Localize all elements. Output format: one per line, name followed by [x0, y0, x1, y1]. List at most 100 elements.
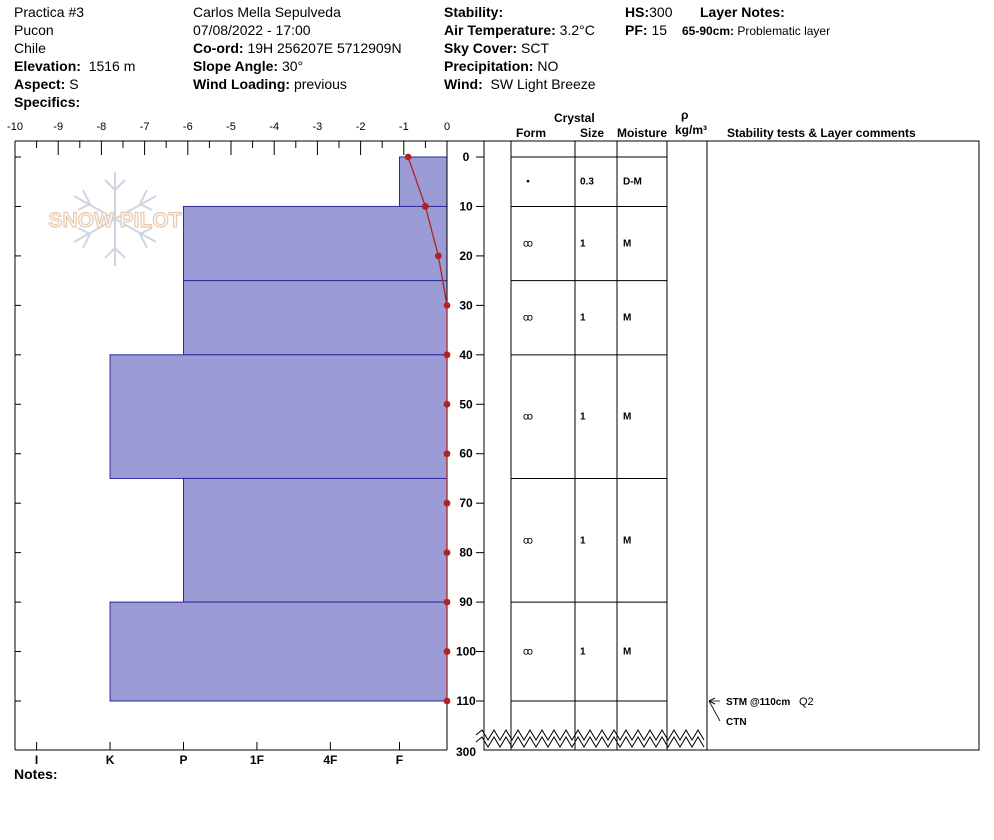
temperature-point-2 — [434, 252, 442, 260]
temperature-point-8 — [443, 549, 451, 557]
break-zigzag-upper — [475, 729, 705, 741]
elevation: Elevation: 1516 m — [14, 58, 135, 75]
coord-value: 19H 256207E 5712909N — [247, 40, 402, 56]
hardness-layer-1 — [182, 205, 448, 282]
grain-size-0: 0.3 — [580, 177, 594, 188]
table-frame — [483, 140, 980, 751]
stability-test-0: STM @110cm — [726, 697, 790, 708]
hardness-label-P: P — [179, 753, 187, 767]
notes-label: Notes: — [14, 766, 58, 782]
pf-value: 15 — [651, 22, 668, 38]
moisture-0: D-M — [623, 177, 642, 188]
depth-tick-label: 10 — [459, 199, 473, 213]
depth-tick-label: 30 — [459, 298, 473, 312]
depth-tick-label: 70 — [459, 496, 473, 510]
wind-label: Wind: — [444, 76, 483, 92]
depth-tick-label: 50 — [459, 397, 473, 411]
aspect-value: S — [69, 76, 79, 92]
hardness-label-4F: 4F — [323, 753, 337, 767]
layer-notes-label: Layer Notes: — [700, 4, 785, 20]
hardness-layer-4 — [182, 477, 448, 603]
temp-tick-label: -3 — [313, 121, 323, 133]
temperature-point-4 — [443, 351, 451, 359]
temperature-profile — [404, 153, 451, 705]
form-header: Form — [516, 126, 546, 140]
stability-label: Stability: — [444, 4, 504, 20]
aspect: Aspect: S — [14, 76, 79, 93]
moisture-3: M — [623, 412, 631, 423]
density-unit-header: kg/m³ — [675, 123, 708, 137]
layer-note-text: Problematic layer — [737, 24, 831, 38]
layer-note-range: 65-90cm: — [682, 24, 735, 38]
precip-value: NO — [537, 58, 559, 74]
temperature-point-10 — [443, 648, 451, 655]
temp-tick-label: -6 — [183, 121, 193, 133]
pf-label: PF: — [625, 22, 648, 38]
layer-table: • 0.3 D-M ꝏ 1 Mꝏ 1 Mꝏ 1 Mꝏ 1 Mꝏ 1 M STM @110cm Q2 CTN — [475, 140, 980, 751]
temperature-point-0 — [404, 153, 412, 161]
sky-value: SCT — [521, 40, 550, 56]
grain-form-symbol-5: ꝏ — [523, 647, 533, 658]
sky-label: Sky Cover: — [444, 40, 518, 56]
sky-cover: Sky Cover: SCT — [444, 40, 549, 57]
snowpilot-logo-text: SNOW PILOT — [49, 209, 182, 232]
hardness-label-1F: 1F — [250, 753, 264, 767]
location-name: Pucon — [14, 22, 54, 38]
temperature-point-7 — [443, 499, 451, 507]
temperature-point-5 — [443, 400, 451, 408]
specifics-label: Specifics: — [14, 94, 81, 110]
temp-tick-label: -5 — [226, 121, 236, 133]
stability-arrow-1 — [708, 697, 721, 722]
break-zigzag-lower — [475, 736, 705, 748]
hardness-layer-2 — [182, 280, 448, 356]
temp-tick-label: -4 — [269, 121, 279, 133]
hs: HS:300 — [625, 4, 672, 21]
observation-datetime: 07/08/2022 - 17:00 — [193, 22, 311, 38]
temperature-point-1 — [422, 203, 429, 210]
slope-value: 30° — [281, 58, 304, 74]
stability-arrow-0 — [708, 697, 720, 705]
temperature-line — [407, 156, 448, 701]
hs-label: HS: — [625, 4, 650, 20]
slope-label: Slope Angle: — [193, 58, 279, 74]
elevation-label: Elevation: — [14, 58, 81, 74]
depth-tick-label: 60 — [459, 447, 473, 461]
slope-angle: Slope Angle: 30° — [193, 58, 303, 75]
crystal-header: Crystal — [554, 111, 595, 125]
size-header: Size — [580, 126, 605, 140]
aspect-label: Aspect: — [14, 76, 66, 92]
grain-form-symbol-0: • — [526, 177, 530, 188]
hardness-label-F: F — [396, 753, 403, 767]
wind-loading-label: Wind Loading: — [193, 76, 291, 92]
depth-tick-label: 40 — [459, 348, 473, 362]
depth-tick-label: 100 — [456, 645, 476, 659]
grain-size-3: 1 — [580, 412, 586, 423]
moisture-5: M — [623, 647, 631, 658]
temp-tick-label: -7 — [140, 121, 150, 133]
wind-value: SW Light Breeze — [490, 76, 596, 92]
temperature-point-6 — [443, 450, 451, 458]
depth-tick-label: 20 — [459, 249, 473, 263]
stability-comments-header: Stability tests & Layer comments — [727, 126, 916, 140]
depth-bottom-label: 300 — [456, 745, 476, 759]
hs-value: 300 — [649, 4, 673, 20]
precipitation: Precipitation: NO — [444, 58, 558, 75]
grain-size-2: 1 — [580, 313, 586, 324]
depth-tick-label: 90 — [459, 595, 473, 609]
wind: Wind: SW Light Breeze — [444, 76, 596, 93]
depth-tick-label: 0 — [463, 150, 470, 164]
moisture-header: Moisture — [617, 126, 668, 140]
temp-tick-label: -2 — [356, 121, 366, 133]
density-rho-header: ρ — [681, 108, 689, 122]
grain-form-symbol-2: ꝏ — [523, 313, 533, 324]
country-name: Chile — [14, 40, 46, 56]
wind-loading-value: previous — [293, 76, 347, 92]
chart-axes: -10 -9 -8 -7 -6 -5 -4 -3 -2 -1 0010203040506070809… — [7, 121, 484, 767]
grain-form-symbol-4: ꝏ — [523, 535, 533, 546]
temp-tick-label: 0 — [444, 121, 450, 133]
grain-size-5: 1 — [580, 647, 586, 658]
air-temp-label: Air Temperature: — [444, 22, 556, 38]
air-temperature: Air Temperature: 3.2°C — [444, 22, 595, 39]
temperature-point-3 — [443, 301, 451, 309]
